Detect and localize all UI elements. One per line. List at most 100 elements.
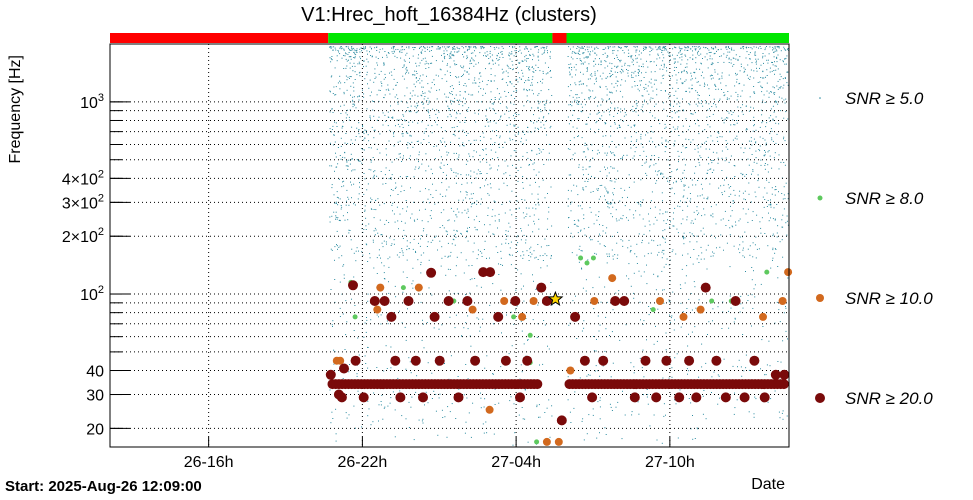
trigger-dot (549, 436, 551, 438)
trigger-dot (684, 49, 686, 51)
data-point (529, 297, 538, 305)
trigger-dot (518, 132, 520, 134)
trigger-dot (572, 51, 574, 52)
trigger-dot (590, 96, 592, 97)
trigger-dot (702, 188, 703, 190)
trigger-dot (632, 105, 634, 107)
trigger-dot (416, 65, 418, 67)
trigger-dot (659, 209, 661, 211)
trigger-dot (676, 111, 678, 113)
trigger-dot (612, 362, 614, 364)
trigger-dot (389, 402, 391, 404)
trigger-dot (518, 62, 520, 64)
trigger-dot (692, 415, 693, 416)
trigger-dot (449, 72, 451, 74)
trigger-dot (673, 95, 675, 96)
trigger-dot (523, 217, 525, 219)
trigger-dot (775, 102, 777, 104)
trigger-dot (787, 224, 789, 226)
trigger-dot (345, 117, 347, 119)
trigger-dot (464, 122, 466, 123)
trigger-dot (675, 90, 677, 92)
trigger-dot (441, 324, 443, 326)
trigger-dot (651, 191, 653, 193)
trigger-dot (636, 61, 638, 63)
trigger-dot (578, 50, 580, 52)
trigger-dot (764, 164, 766, 166)
trigger-dot (531, 107, 533, 109)
trigger-dot (728, 57, 730, 59)
trigger-dot (750, 47, 752, 49)
trigger-dot (494, 201, 496, 203)
trigger-dot (571, 52, 573, 54)
trigger-dot (621, 68, 622, 70)
trigger-dot (345, 112, 347, 114)
trigger-dot (721, 157, 723, 159)
trigger-dot (765, 76, 766, 78)
trigger-dot (388, 281, 389, 283)
trigger-dot (627, 65, 629, 67)
trigger-dot (550, 186, 552, 188)
trigger-dot (787, 118, 789, 120)
trigger-dot (439, 68, 441, 70)
legend-marker (815, 393, 825, 403)
trigger-dot (422, 58, 424, 60)
trigger-dot (669, 321, 671, 323)
trigger-dot (532, 274, 533, 276)
trigger-dot (573, 137, 575, 139)
trigger-dot (726, 97, 728, 99)
chart-title: V1:Hrec_hoft_16384Hz (clusters) (301, 4, 597, 26)
trigger-dot (334, 141, 336, 143)
trigger-dot (469, 67, 470, 69)
trigger-dot (450, 52, 452, 54)
trigger-dot (367, 61, 369, 63)
trigger-dot (771, 130, 773, 132)
trigger-dot (729, 266, 731, 268)
trigger-dot (332, 125, 334, 127)
trigger-dot (364, 210, 366, 212)
trigger-dot (744, 231, 746, 233)
trigger-dot (351, 248, 353, 250)
trigger-dot (415, 252, 417, 253)
y-tick-label: 2×102 (62, 226, 104, 246)
trigger-dot (408, 401, 410, 403)
trigger-dot (691, 309, 693, 311)
trigger-dot (770, 128, 772, 130)
trigger-dot (515, 175, 517, 177)
trigger-dot (437, 48, 439, 50)
trigger-dot (404, 95, 406, 97)
trigger-dot (603, 245, 605, 247)
trigger-dot (685, 47, 687, 49)
trigger-dot (569, 95, 571, 97)
trigger-dot (587, 259, 589, 261)
trigger-dot (430, 241, 432, 243)
trigger-dot (405, 54, 407, 56)
trigger-dot (600, 61, 602, 63)
trigger-dot (513, 323, 515, 325)
trigger-dot (456, 256, 458, 258)
trigger-dot (532, 59, 533, 61)
trigger-dot (482, 423, 484, 425)
trigger-dot (475, 121, 477, 123)
trigger-dot (333, 194, 335, 196)
trigger-dot (343, 93, 345, 95)
trigger-dot (772, 140, 774, 142)
trigger-dot (713, 48, 714, 50)
trigger-dot (472, 202, 474, 204)
state-segment-off (110, 33, 329, 43)
trigger-dot (500, 264, 502, 265)
trigger-dot (717, 49, 719, 51)
trigger-dot (787, 338, 788, 340)
trigger-dot (606, 253, 608, 255)
trigger-dot (680, 200, 681, 202)
trigger-dot (680, 326, 682, 328)
trigger-dot (336, 191, 338, 193)
trigger-dot (520, 239, 522, 241)
trigger-dot (408, 157, 410, 159)
trigger-dot (399, 140, 401, 142)
trigger-dot (343, 180, 345, 182)
trigger-dot (760, 64, 762, 66)
trigger-dot (737, 60, 739, 61)
trigger-dot (447, 116, 449, 118)
trigger-dot (529, 251, 531, 253)
